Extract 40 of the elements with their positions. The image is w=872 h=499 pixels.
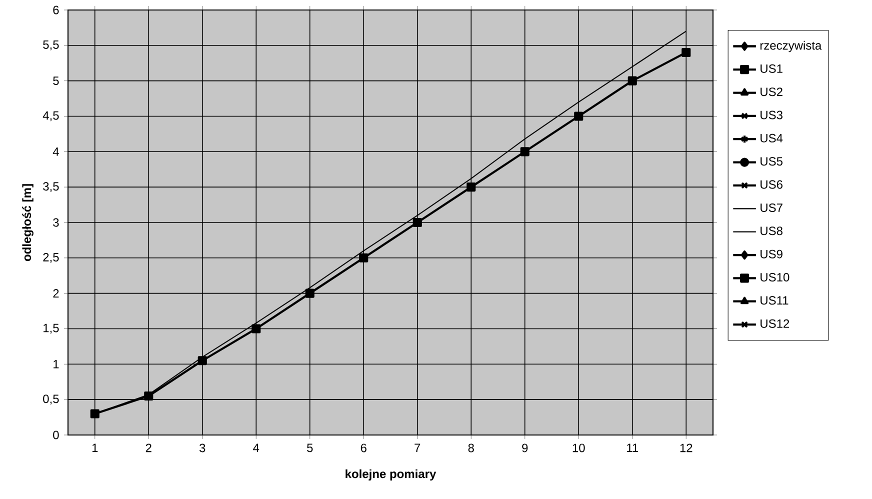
y-tick-label: 1 (54, 360, 59, 368)
x-tick-label: 7 (414, 444, 420, 452)
legend-label: rzeczywista (760, 40, 822, 52)
y-axis-title: odległość [m] (22, 184, 34, 262)
x-tick-label: 6 (360, 444, 366, 452)
y-tick-label: 6 (53, 6, 59, 14)
y-tick-label: 1,5 (44, 324, 59, 334)
y-tick-label: 3,5 (43, 182, 59, 192)
x-tick-label: 2 (146, 444, 152, 452)
legend-label: US4 (760, 134, 783, 142)
legend-label: US3 (760, 110, 782, 120)
legend-label: US11 (760, 296, 788, 305)
legend-label: US10 (760, 272, 790, 282)
y-tick-label: 2,5 (43, 252, 59, 263)
legend-label: US9 (760, 250, 782, 258)
x-tick-label: 12 (680, 444, 692, 452)
legend-label: US5 (760, 157, 782, 166)
y-tick-label: 4 (52, 148, 59, 156)
y-tick-label: 4,5 (42, 111, 59, 122)
x-tick-label: 11 (627, 444, 638, 452)
x-tick-label: 5 (307, 444, 313, 452)
x-tick-label: 3 (200, 444, 206, 452)
x-axis-title: kolejne pomiary (346, 469, 436, 481)
y-tick-label: 5,5 (43, 40, 59, 50)
legend-label: US8 (760, 226, 782, 236)
y-tick-label: 5 (53, 76, 59, 86)
x-tick-label: 9 (522, 444, 528, 452)
legend-label: US12 (760, 319, 790, 328)
x-tick-label: 8 (468, 444, 474, 452)
y-tick-label: 2 (53, 289, 59, 298)
legend-label: US6 (760, 180, 782, 189)
y-tick-label: 0,5 (43, 394, 59, 405)
y-tick-label: 3 (53, 218, 59, 227)
x-tick-label: 1 (92, 444, 98, 452)
x-tick-label: 10 (572, 444, 585, 452)
legend-label: US7 (760, 203, 782, 212)
legend-label: US1 (760, 64, 782, 73)
legend-label: US2 (760, 88, 782, 96)
x-tick-label: 4 (253, 444, 260, 452)
y-tick-label: 0 (53, 430, 59, 440)
